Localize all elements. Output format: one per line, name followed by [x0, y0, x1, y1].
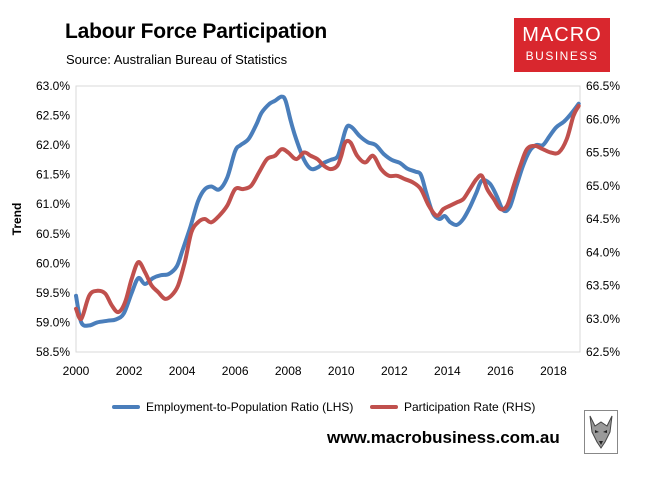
- x-tick-label: 2014: [434, 364, 461, 378]
- y-axis-label: Trend: [10, 203, 24, 236]
- x-tick-label: 2012: [381, 364, 408, 378]
- y-left-tick-label: 63.0%: [36, 79, 70, 93]
- y-left-tick-label: 62.0%: [36, 138, 70, 152]
- y-right-tick-label: 66.5%: [586, 79, 620, 93]
- logo-line-2: BUSINESS: [525, 49, 599, 63]
- x-tick-label: 2016: [487, 364, 514, 378]
- y-left-tick-label: 58.5%: [36, 345, 70, 359]
- y-left-tick-labels: 63.0% 62.5% 62.0% 61.5% 61.0% 60.5% 60.0% 59.5%…: [36, 79, 70, 359]
- y-right-tick-label: 62.5%: [586, 345, 620, 359]
- x-tick-label: 2002: [116, 364, 143, 378]
- website-url: www.macrobusiness.com.au: [327, 428, 560, 447]
- y-right-tick-label: 64.5%: [586, 212, 620, 226]
- chart-subtitle: Source: Australian Bureau of Statistics: [66, 52, 288, 67]
- legend-swatch-participation: [370, 405, 398, 409]
- x-tick-label: 2008: [275, 364, 302, 378]
- employment-to-population-line: [74, 94, 581, 328]
- y-right-tick-labels: 66.5% 66.0% 65.5% 65.0% 64.5% 64.0% 63.5% 63.0%…: [586, 79, 620, 359]
- legend-label-participation: Participation Rate (RHS): [404, 400, 536, 414]
- y-left-tick-label: 61.0%: [36, 197, 70, 211]
- y-right-tick-label: 64.0%: [586, 245, 620, 259]
- x-tick-label: 2006: [222, 364, 249, 378]
- logo-line-1: MACRO: [522, 24, 602, 46]
- legend-item-employment: Employment-to-Population Ratio (LHS): [112, 400, 353, 414]
- participation-rate-line: [74, 103, 581, 322]
- x-tick-labels: 2000 2002 2004 2006 2008 2010 2012 2014 2016 2018: [63, 364, 567, 378]
- macrobusiness-logo: MACRO BUSINESS: [514, 18, 610, 72]
- legend-label-employment: Employment-to-Population Ratio (LHS): [146, 400, 354, 414]
- y-left-tick-label: 60.0%: [36, 256, 70, 270]
- plot-area: [75, 85, 581, 353]
- y-right-tick-label: 66.0%: [586, 112, 620, 126]
- chart-title: Labour Force Participation: [65, 20, 328, 43]
- y-right-tick-label: 65.5%: [586, 146, 620, 160]
- legend-swatch-employment: [112, 405, 140, 409]
- x-tick-label: 2010: [328, 364, 355, 378]
- x-tick-label: 2018: [540, 364, 567, 378]
- y-right-tick-label: 63.5%: [586, 279, 620, 293]
- legend-item-participation: Participation Rate (RHS): [370, 400, 535, 414]
- y-right-tick-label: 63.0%: [586, 312, 620, 326]
- y-left-tick-label: 60.5%: [36, 227, 70, 241]
- y-left-tick-label: 59.5%: [36, 286, 70, 300]
- x-tick-label: 2000: [63, 364, 90, 378]
- wolf-mascot-icon: [584, 410, 618, 454]
- y-right-tick-label: 65.0%: [586, 179, 620, 193]
- y-left-tick-label: 59.0%: [36, 315, 70, 329]
- y-left-tick-label: 61.5%: [36, 168, 70, 182]
- x-tick-label: 2004: [169, 364, 196, 378]
- series-lines: [74, 94, 581, 328]
- y-left-tick-label: 62.5%: [36, 109, 70, 123]
